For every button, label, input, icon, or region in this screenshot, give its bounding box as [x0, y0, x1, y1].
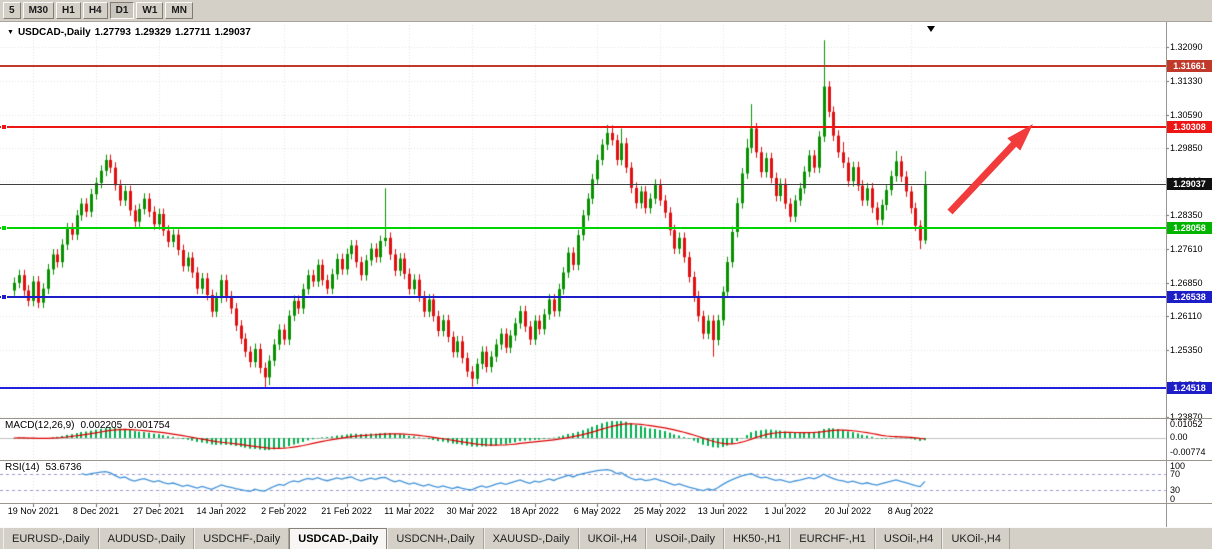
macd-main-value: 0.002205: [80, 420, 123, 431]
date-axis-separator: [0, 503, 1212, 504]
rsi-name: RSI(14): [5, 462, 40, 473]
price-axis-label: 1.23870: [1170, 411, 1203, 422]
date-axis-label: 11 Mar 2022: [384, 506, 435, 516]
chart-tabs-bar: EURUSD-,Daily AUDUSD-,Daily USDCHF-,Dail…: [0, 527, 1212, 549]
timeframe-button-m30[interactable]: M30: [22, 2, 55, 19]
chart-title: ▼ USDCAD-,Daily 1.27793 1.29329 1.27711 …: [7, 27, 251, 38]
date-axis-label: 21 Feb 2022: [321, 506, 372, 516]
timeframe-button-d1[interactable]: D1: [109, 2, 135, 19]
date-axis-label: 8 Aug 2022: [887, 506, 934, 516]
chart-tab-xauusd[interactable]: XAUUSD-,Daily: [483, 528, 579, 549]
chart-high-value: 1.29329: [134, 27, 172, 38]
chart-tab-audusd[interactable]: AUDUSD-,Daily: [98, 528, 195, 549]
trend-arrow-annotation[interactable]: [938, 112, 1046, 224]
timeframe-button-h4[interactable]: H4: [82, 2, 108, 19]
current-price-line[interactable]: [0, 184, 1166, 186]
date-axis-label: 13 Jun 2022: [697, 506, 748, 516]
support-line-126538[interactable]: [0, 295, 1166, 298]
chart-symbol-label: USDCAD-,Daily: [17, 27, 91, 38]
timeframe-toolbar: 5 M30 H1 H4 D1 W1 MN: [0, 0, 1212, 22]
price-tag: 1.31661: [1167, 60, 1212, 73]
price-axis-border: [1166, 22, 1167, 527]
rsi-axis-70: 70: [1170, 469, 1181, 479]
chart-low-value: 1.27711: [175, 27, 211, 38]
chart-tab-eurchf[interactable]: EURCHF-,H1: [790, 528, 875, 549]
macd-axis-max: 0.01052: [1170, 419, 1203, 429]
macd-signal-value: 0.001754: [128, 420, 170, 431]
date-axis-label: 19 Nov 2021: [7, 506, 59, 516]
chart-tab-usoil-daily[interactable]: USOil-,Daily: [646, 528, 724, 549]
price-axis-label: 1.30590: [1170, 109, 1203, 120]
rsi-indicator-label: RSI(14) 53.6736: [5, 462, 82, 473]
price-tag: 1.29037: [1167, 178, 1212, 191]
line-handle[interactable]: [1, 293, 7, 300]
timeframe-button-mn[interactable]: MN: [165, 2, 193, 19]
macd-pane-separator[interactable]: [0, 418, 1212, 419]
price-tag: 1.26538: [1167, 290, 1212, 303]
support-line-128058[interactable]: [0, 227, 1166, 230]
price-axis-label: 1.26110: [1170, 311, 1202, 322]
price-axis-label: 1.32090: [1170, 42, 1203, 52]
price-axis-label: 1.29850: [1170, 142, 1203, 153]
chart-close-value: 1.29037: [214, 27, 251, 38]
chart-tab-hk50[interactable]: HK50-,H1: [724, 528, 791, 549]
date-axis-label: 2 Feb 2022: [261, 506, 307, 516]
chart-tab-ukoil-h4[interactable]: UKOil-,H4: [578, 528, 647, 549]
price-tag: 1.28058: [1167, 222, 1212, 235]
chart-tab-ukoil-h4-2[interactable]: UKOil-,H4: [942, 528, 1010, 549]
chart-tab-usdchf[interactable]: USDCHF-,Daily: [194, 528, 290, 549]
chart-tab-eurusd[interactable]: EURUSD-,Daily: [3, 528, 99, 549]
rsi-value: 53.6736: [45, 462, 82, 473]
macd-axis-min: -0.00774: [1170, 447, 1206, 457]
macd-axis-zero: 0.00: [1170, 432, 1188, 442]
price-axis-label: 1.25350: [1170, 345, 1203, 356]
resistance-line-130308[interactable]: [0, 126, 1166, 129]
line-handle[interactable]: [1, 225, 7, 232]
chart-shift-marker[interactable]: [927, 26, 935, 32]
rsi-axis-30: 30: [1170, 485, 1181, 495]
rsi-axis-100: 100: [1170, 461, 1186, 471]
price-axis-label: 1.27610: [1170, 243, 1203, 254]
macd-name: MACD(12,26,9): [5, 420, 75, 431]
chart-tab-usdcad[interactable]: USDCAD-,Daily: [289, 528, 388, 549]
line-handle[interactable]: [1, 124, 7, 131]
resistance-line-131661[interactable]: [0, 65, 1166, 68]
price-axis-label: 1.31330: [1170, 76, 1203, 87]
date-axis-label: 18 Apr 2022: [510, 506, 559, 516]
rsi-pane-separator[interactable]: [0, 460, 1212, 461]
price-axis-label: 1.28350: [1170, 210, 1203, 221]
date-axis-label: 27 Dec 2021: [133, 506, 185, 516]
timeframe-button-w1[interactable]: W1: [136, 2, 164, 19]
macd-indicator-label: MACD(12,26,9) 0.002205 0.001754: [5, 420, 170, 431]
timeframe-button-h1[interactable]: H1: [56, 2, 81, 19]
date-axis-label: 30 Mar 2022: [446, 506, 498, 516]
price-tag: 1.24518: [1167, 381, 1212, 394]
chart-tab-usdcnh[interactable]: USDCNH-,Daily: [387, 528, 484, 549]
chart-tab-usoil-h4[interactable]: USOil-,H4: [874, 528, 943, 549]
date-axis-label: 20 Jul 2022: [824, 506, 872, 516]
date-axis-label: 8 Dec 2021: [72, 506, 119, 516]
date-axis-label: 1 Jul 2022: [764, 506, 806, 516]
date-axis-label: 14 Jan 2022: [196, 506, 247, 516]
chart-symbol-marker-icon: ▼: [7, 29, 14, 36]
price-tag: 1.30308: [1167, 121, 1212, 134]
timeframe-button-5[interactable]: 5: [3, 2, 21, 19]
support-line-124518[interactable]: [0, 386, 1166, 389]
date-axis-label: 25 May 2022: [633, 506, 686, 516]
price-axis-label: 1.26850: [1170, 277, 1203, 288]
chart-open-value: 1.27793: [94, 27, 131, 38]
date-axis-label: 6 May 2022: [573, 506, 621, 516]
rsi-axis-0: 0: [1170, 494, 1176, 504]
